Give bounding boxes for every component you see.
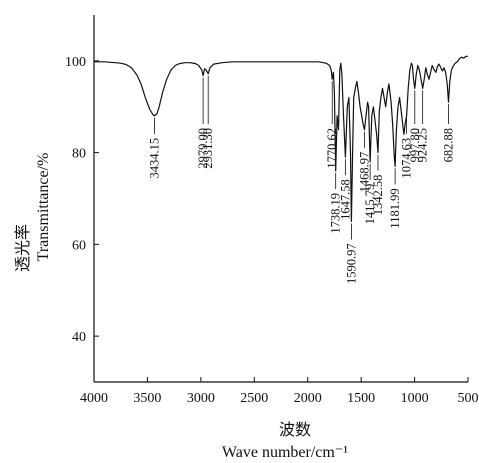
peak-label: 1415.79 [363,184,377,225]
peak-label: 1468.97 [358,152,372,193]
x-tick-label: 1500 [347,391,375,406]
x-tick-label: 4000 [80,391,108,406]
peak-label: 1647.58 [338,179,352,220]
peak-label: 1590.97 [344,243,358,284]
y-axis-title-cn: 透光率 [14,224,32,272]
peak-label: 2979.00 [196,128,210,169]
peak-label: 1770.62 [325,128,339,169]
x-tick-label: 2000 [294,391,322,406]
x-axis-title-cn: 波数 [279,421,311,439]
x-axis-title-en: Wave number/cm⁻¹ [222,444,348,461]
y-tick-label: 60 [72,238,86,253]
peak-label: 924.25 [416,128,430,162]
peak-label: 1342.58 [371,175,385,216]
peak-label: 1738.19 [329,193,343,234]
x-tick-label: 3000 [187,391,215,406]
peak-label: 2931.30 [201,128,215,169]
y-tick-label: 40 [72,330,86,345]
peak-label: 997.80 [408,128,422,162]
x-tick-label: 2500 [240,391,268,406]
peak-label: 682.88 [442,128,456,162]
y-tick-label: 80 [72,147,86,162]
x-tick-label: 1000 [401,391,429,406]
y-axis-title-en: Transmittance/% [35,153,52,262]
peak-label: 1074.63 [400,138,414,179]
x-tick-label: 3500 [133,391,161,406]
y-tick-label: 100 [65,55,86,70]
spectrum-line [94,55,468,222]
x-tick-label: 500 [458,391,479,406]
peak-label: 1181.99 [388,188,402,228]
peak-label: 3434.15 [148,138,162,179]
